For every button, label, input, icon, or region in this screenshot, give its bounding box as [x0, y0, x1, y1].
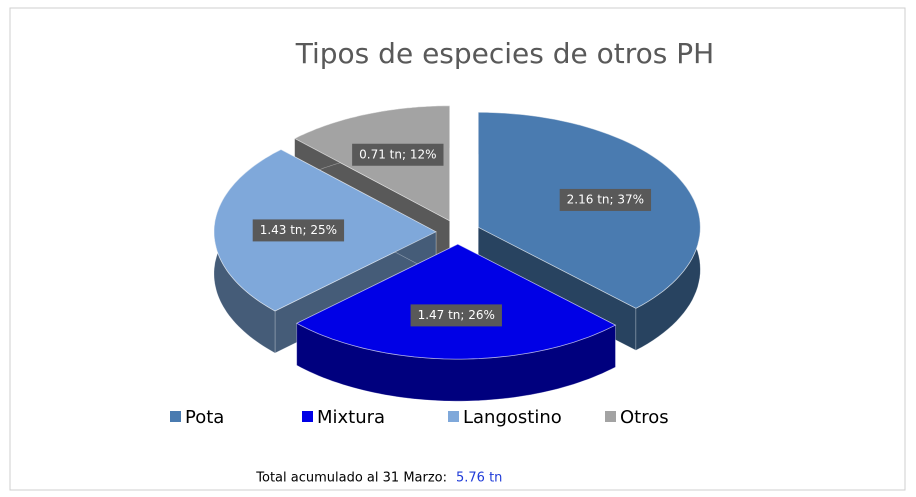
data-label-box: [352, 143, 444, 166]
legend-label: Mixtura: [317, 407, 385, 428]
legend-label: Langostino: [463, 407, 562, 428]
slice-group: [295, 243, 617, 402]
legend-swatch: [448, 411, 459, 422]
note: Total acumulado al 31 Marzo:: [255, 471, 447, 486]
data-label: 0.71 tn; 12%: [359, 147, 436, 161]
data-label-box: [252, 219, 345, 242]
slice-side: [296, 323, 616, 402]
chart-title: Tipos de especies de otros PH: [295, 37, 714, 70]
slice: [295, 243, 617, 360]
data-label: 2.16 tn; 37%: [567, 192, 644, 206]
legend-swatch: [170, 411, 181, 422]
data-label-box: [410, 304, 502, 327]
data-label-box: [559, 188, 652, 211]
note-value: 5.76 tn: [456, 471, 502, 486]
legend-swatch: [302, 411, 313, 422]
data-label: 1.43 tn; 25%: [260, 223, 337, 237]
legend-label: Pota: [185, 407, 224, 428]
data-label: 1.47 tn; 26%: [418, 308, 495, 322]
legend-swatch: [605, 411, 616, 422]
legend-label: Otros: [620, 407, 669, 428]
